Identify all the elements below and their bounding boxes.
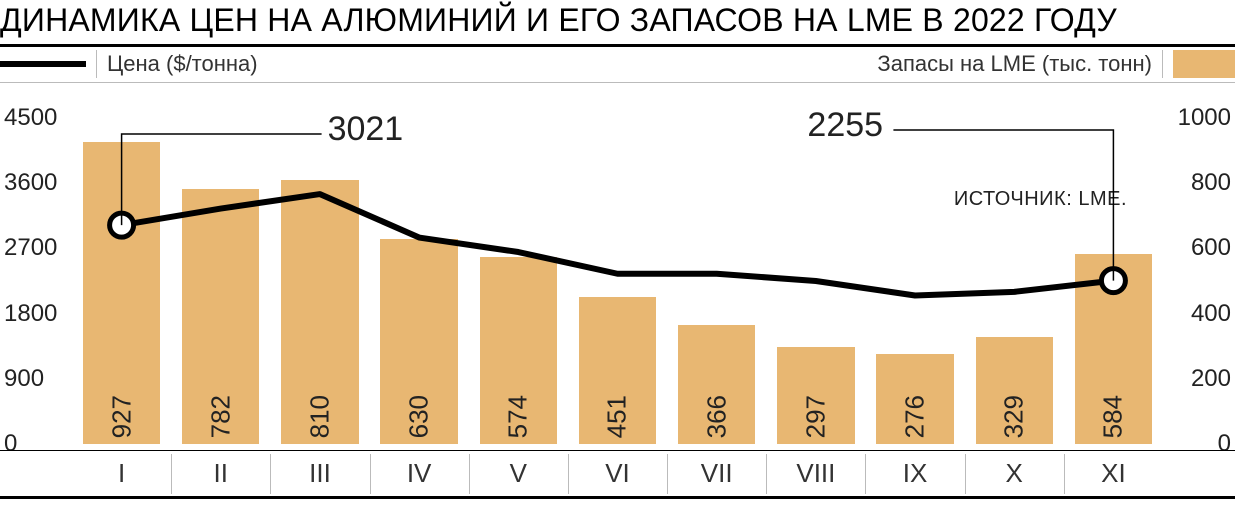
xtick-label: I — [118, 458, 125, 489]
legend-price-label: Цена ($/тонна) — [107, 51, 258, 77]
xtick-separator — [270, 454, 271, 494]
xtick-label: II — [214, 458, 228, 489]
xtick-label: IX — [903, 458, 928, 489]
xtick-label: IV — [407, 458, 432, 489]
chart-container: { "title": "ДИНАМИКА ЦЕН НА АЛЮМИНИЙ И Е… — [0, 0, 1235, 526]
bar: 782 — [182, 189, 259, 444]
xtick-label: XI — [1101, 458, 1126, 489]
xtick-label: VI — [605, 458, 630, 489]
legend-sep — [96, 50, 97, 78]
legend-rule — [0, 82, 1235, 83]
bar: 927 — [83, 142, 160, 444]
xtick-separator — [370, 454, 371, 494]
legend: Цена ($/тонна) Запасы на LME (тыс. тонн) — [0, 47, 1235, 81]
ytick-right: 400 — [1191, 300, 1231, 328]
legend-stock-label: Запасы на LME (тыс. тонн) — [877, 51, 1152, 77]
callout-last-price: 2255 — [807, 106, 883, 145]
bar-value-label: 927 — [106, 395, 137, 438]
xtick-separator — [965, 454, 966, 494]
bar-value-label: 297 — [800, 395, 831, 438]
bar-value-label: 329 — [999, 395, 1030, 438]
source-label: ИСТОЧНИК: LME. — [954, 188, 1127, 211]
bar: 584 — [1075, 254, 1152, 444]
bar-value-label: 782 — [205, 395, 236, 438]
ytick-right: 0 — [1218, 430, 1231, 458]
xtick-separator — [865, 454, 866, 494]
xtick-label: VIII — [796, 458, 835, 489]
ytick-right: 600 — [1191, 234, 1231, 262]
bar: 630 — [380, 239, 457, 444]
legend-stock: Запасы на LME (тыс. тонн) — [877, 47, 1235, 81]
bar-value-label: 810 — [304, 395, 335, 438]
ytick-right: 800 — [1191, 169, 1231, 197]
xaxis-rule-top — [0, 450, 1235, 451]
ytick-left: 2700 — [4, 234, 57, 262]
callout-first-price: 3021 — [328, 110, 404, 149]
plot-area: 927782810630574451366297276329584 090018… — [0, 90, 1235, 450]
bar: 451 — [579, 297, 656, 444]
xtick-label: VII — [701, 458, 733, 489]
bar-value-label: 584 — [1098, 395, 1129, 438]
xtick-separator — [667, 454, 668, 494]
xaxis-rule-bottom — [0, 496, 1235, 499]
ytick-left: 900 — [4, 365, 44, 393]
bar-value-label: 451 — [602, 395, 633, 438]
ytick-left: 1800 — [4, 300, 57, 328]
xtick-separator — [1064, 454, 1065, 494]
bar-value-label: 630 — [404, 395, 435, 438]
bar-value-label: 276 — [900, 395, 931, 438]
xtick-label: X — [1006, 458, 1023, 489]
bar: 574 — [480, 257, 557, 444]
legend-price: Цена ($/тонна) — [0, 47, 258, 81]
bars-layer: 927 782 810 630 574 451 366 297 276 329 584 — [72, 118, 1163, 444]
xtick-label: III — [309, 458, 331, 489]
bar: 366 — [678, 325, 755, 444]
bar: 297 — [777, 347, 854, 444]
xtick-separator — [171, 454, 172, 494]
ytick-left: 4500 — [4, 104, 57, 132]
ytick-left: 0 — [4, 430, 17, 458]
xtick-separator — [469, 454, 470, 494]
xtick-separator — [568, 454, 569, 494]
legend-sep — [1162, 50, 1163, 78]
bar-value-label: 366 — [701, 395, 732, 438]
xtick-label: V — [510, 458, 527, 489]
x-axis: IIIIIIIVVVIVIIVIIIIXXXI — [72, 452, 1163, 496]
ytick-right: 200 — [1191, 365, 1231, 393]
bar: 329 — [976, 337, 1053, 444]
ytick-right: 1000 — [1178, 104, 1231, 132]
bar-value-label: 574 — [503, 395, 534, 438]
legend-line-sample — [0, 61, 86, 67]
bar: 276 — [876, 354, 953, 444]
bar: 810 — [281, 180, 358, 444]
xtick-separator — [766, 454, 767, 494]
ytick-left: 3600 — [4, 169, 57, 197]
legend-bar-sample — [1173, 50, 1235, 78]
chart-title: ДИНАМИКА ЦЕН НА АЛЮМИНИЙ И ЕГО ЗАПАСОВ Н… — [0, 2, 1117, 39]
